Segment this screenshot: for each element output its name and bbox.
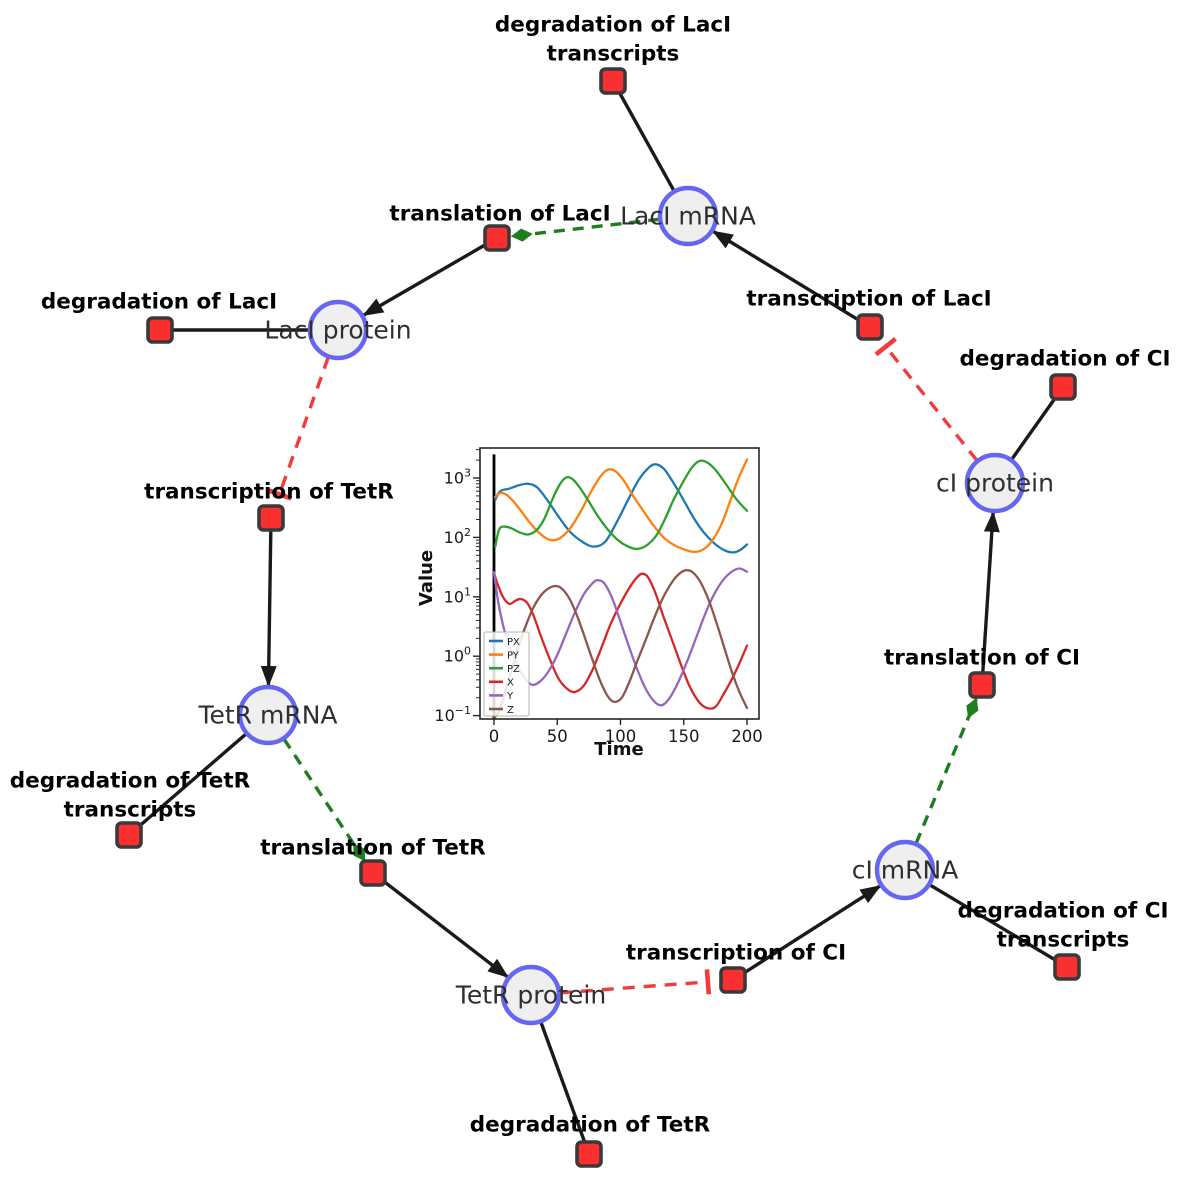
edge-production-transcription-tetr-to-tetr-mrna xyxy=(260,530,277,688)
reaction-node-deg-laci[interactable] xyxy=(146,316,174,344)
reaction-label-deg-laci-transcripts: degradation of LacI xyxy=(495,13,731,38)
reaction-label-deg-laci: degradation of LacI xyxy=(41,290,277,315)
species-node-tetr-mrna[interactable] xyxy=(237,684,299,746)
node-labels-layer: degradation of LacI transcripts translatio… xyxy=(10,13,1171,1138)
edge-modifier-ci-mrna-to-translation-ci xyxy=(914,697,979,844)
reaction-label-transcription-laci: transcription of LacI xyxy=(746,287,991,312)
species-label-laci-mrna: LacI mRNA xyxy=(620,202,756,231)
y-tick-label: 101 xyxy=(444,585,471,606)
edge-consumption-ci-mrna-to-deg-ci-transcripts xyxy=(929,883,1057,962)
y-tick-label: 102 xyxy=(444,526,471,547)
legend-label-X: X xyxy=(507,678,514,689)
series-line-Z xyxy=(492,569,749,719)
reaction-label-deg-tetr-transcripts: degradation of TetR xyxy=(10,769,251,794)
edge-consumption-tetr-mrna-to-deg-tetr-transcripts xyxy=(137,732,248,828)
edges-layer xyxy=(137,91,1057,1143)
x-tick-label: 200 xyxy=(731,727,763,746)
series-line-Y xyxy=(492,567,749,707)
chart-legend: PX PY PZ XYZ xyxy=(483,631,530,717)
edge-modifier-laci-mrna-to-translation-laci xyxy=(510,217,660,242)
reaction-node-translation-tetr[interactable] xyxy=(359,859,387,887)
reaction-label-deg-ci-transcripts: transcripts xyxy=(997,928,1130,953)
y-tick-label: 10−1 xyxy=(434,704,471,725)
reaction-label-translation-ci: translation of CI xyxy=(884,646,1080,671)
species-label-ci-protein: cI protein xyxy=(936,469,1054,498)
y-tick-label: 103 xyxy=(444,467,471,488)
reaction-label-transcription-ci: transcription of CI xyxy=(626,941,846,966)
reaction-label-translation-tetr: translation of TetR xyxy=(260,836,486,861)
reaction-node-deg-ci[interactable] xyxy=(1049,373,1077,401)
y-axis-label: Value xyxy=(416,550,437,606)
x-axis-label: Time xyxy=(594,739,643,760)
reaction-node-translation-ci[interactable] xyxy=(968,671,996,699)
species-node-ci-protein[interactable] xyxy=(964,452,1026,514)
reaction-node-deg-ci-transcripts[interactable] xyxy=(1053,953,1081,981)
reaction-node-deg-tetr[interactable] xyxy=(575,1140,603,1168)
reaction-node-deg-laci-transcripts[interactable] xyxy=(599,67,627,95)
edge-inhibition-ci-protein-to-transcription-laci xyxy=(874,337,979,462)
legend-label-Y: Y xyxy=(506,691,514,702)
x-tick-label: 50 xyxy=(547,727,568,746)
species-node-laci-mrna[interactable] xyxy=(657,185,719,247)
chart-axes-ticks: 0 50 100 150 200 10−1 100 101 102 103 xyxy=(434,449,763,746)
chart-axes-box xyxy=(479,447,760,720)
reaction-label-transcription-tetr: transcription of TetR xyxy=(144,480,394,505)
edge-consumption-tetr-protein-to-deg-tetr xyxy=(539,1021,587,1143)
legend-label-PY: PY xyxy=(507,650,520,661)
edge-production-translation-tetr-to-tetr-protein xyxy=(382,879,509,979)
edge-production-translation-laci-to-laci-protein xyxy=(362,243,487,317)
edge-inhibition-laci-protein-to-transcription-tetr xyxy=(266,356,330,501)
reaction-label-deg-tetr-transcripts: transcripts xyxy=(64,798,197,823)
species-node-tetr-protein[interactable] xyxy=(500,964,562,1026)
reaction-label-translation-laci: translation of LacI xyxy=(389,202,610,227)
series-line-X xyxy=(492,572,749,710)
reaction-node-transcription-tetr[interactable] xyxy=(257,504,285,532)
edge-production-transcription-ci-to-ci-mrna xyxy=(743,884,882,975)
edge-production-translation-ci-to-ci-protein xyxy=(981,510,1000,673)
edge-consumption-ci-protein-to-deg-ci xyxy=(1010,396,1057,461)
species-label-tetr-mrna: TetR mRNA xyxy=(197,701,337,730)
chart-series-layer xyxy=(492,454,749,719)
nodes-layer xyxy=(115,67,1081,1168)
legend-label-PX: PX xyxy=(507,637,520,648)
series-line-PY xyxy=(494,458,749,554)
species-label-laci-protein: LacI protein xyxy=(264,316,411,345)
reaction-node-transcription-laci[interactable] xyxy=(856,313,884,341)
reaction-label-deg-ci-transcripts: degradation of CI xyxy=(958,899,1169,924)
reaction-node-transcription-ci[interactable] xyxy=(719,966,747,994)
reaction-label-deg-ci: degradation of CI xyxy=(960,347,1171,372)
legend-label-Z: Z xyxy=(507,705,514,716)
x-tick-label: 100 xyxy=(605,727,637,746)
x-tick-label: 0 xyxy=(489,727,500,746)
species-label-tetr-protein: TetR protein xyxy=(455,981,606,1010)
reaction-label-deg-laci-transcripts: transcripts xyxy=(547,42,680,67)
species-node-ci-mrna[interactable] xyxy=(874,839,936,901)
reaction-node-deg-tetr-transcripts[interactable] xyxy=(115,821,143,849)
reaction-node-translation-laci[interactable] xyxy=(483,224,511,252)
species-label-ci-mrna: cI mRNA xyxy=(852,856,959,885)
edge-consumption-laci-mrna-to-deg-laci-transcripts xyxy=(617,91,676,192)
reaction-label-deg-tetr: degradation of TetR xyxy=(470,1113,711,1138)
species-node-laci-protein[interactable] xyxy=(307,299,369,361)
edge-modifier-tetr-mrna-to-translation-tetr xyxy=(282,738,367,862)
x-tick-label: 150 xyxy=(668,727,700,746)
edge-production-transcription-laci-to-laci-mrna xyxy=(711,230,860,322)
edge-inhibition-tetr-protein-to-transcription-ci xyxy=(559,969,712,995)
y-tick-label: 100 xyxy=(444,645,471,666)
series-line-PZ xyxy=(494,459,749,551)
legend-label-PZ: PZ xyxy=(507,664,520,675)
